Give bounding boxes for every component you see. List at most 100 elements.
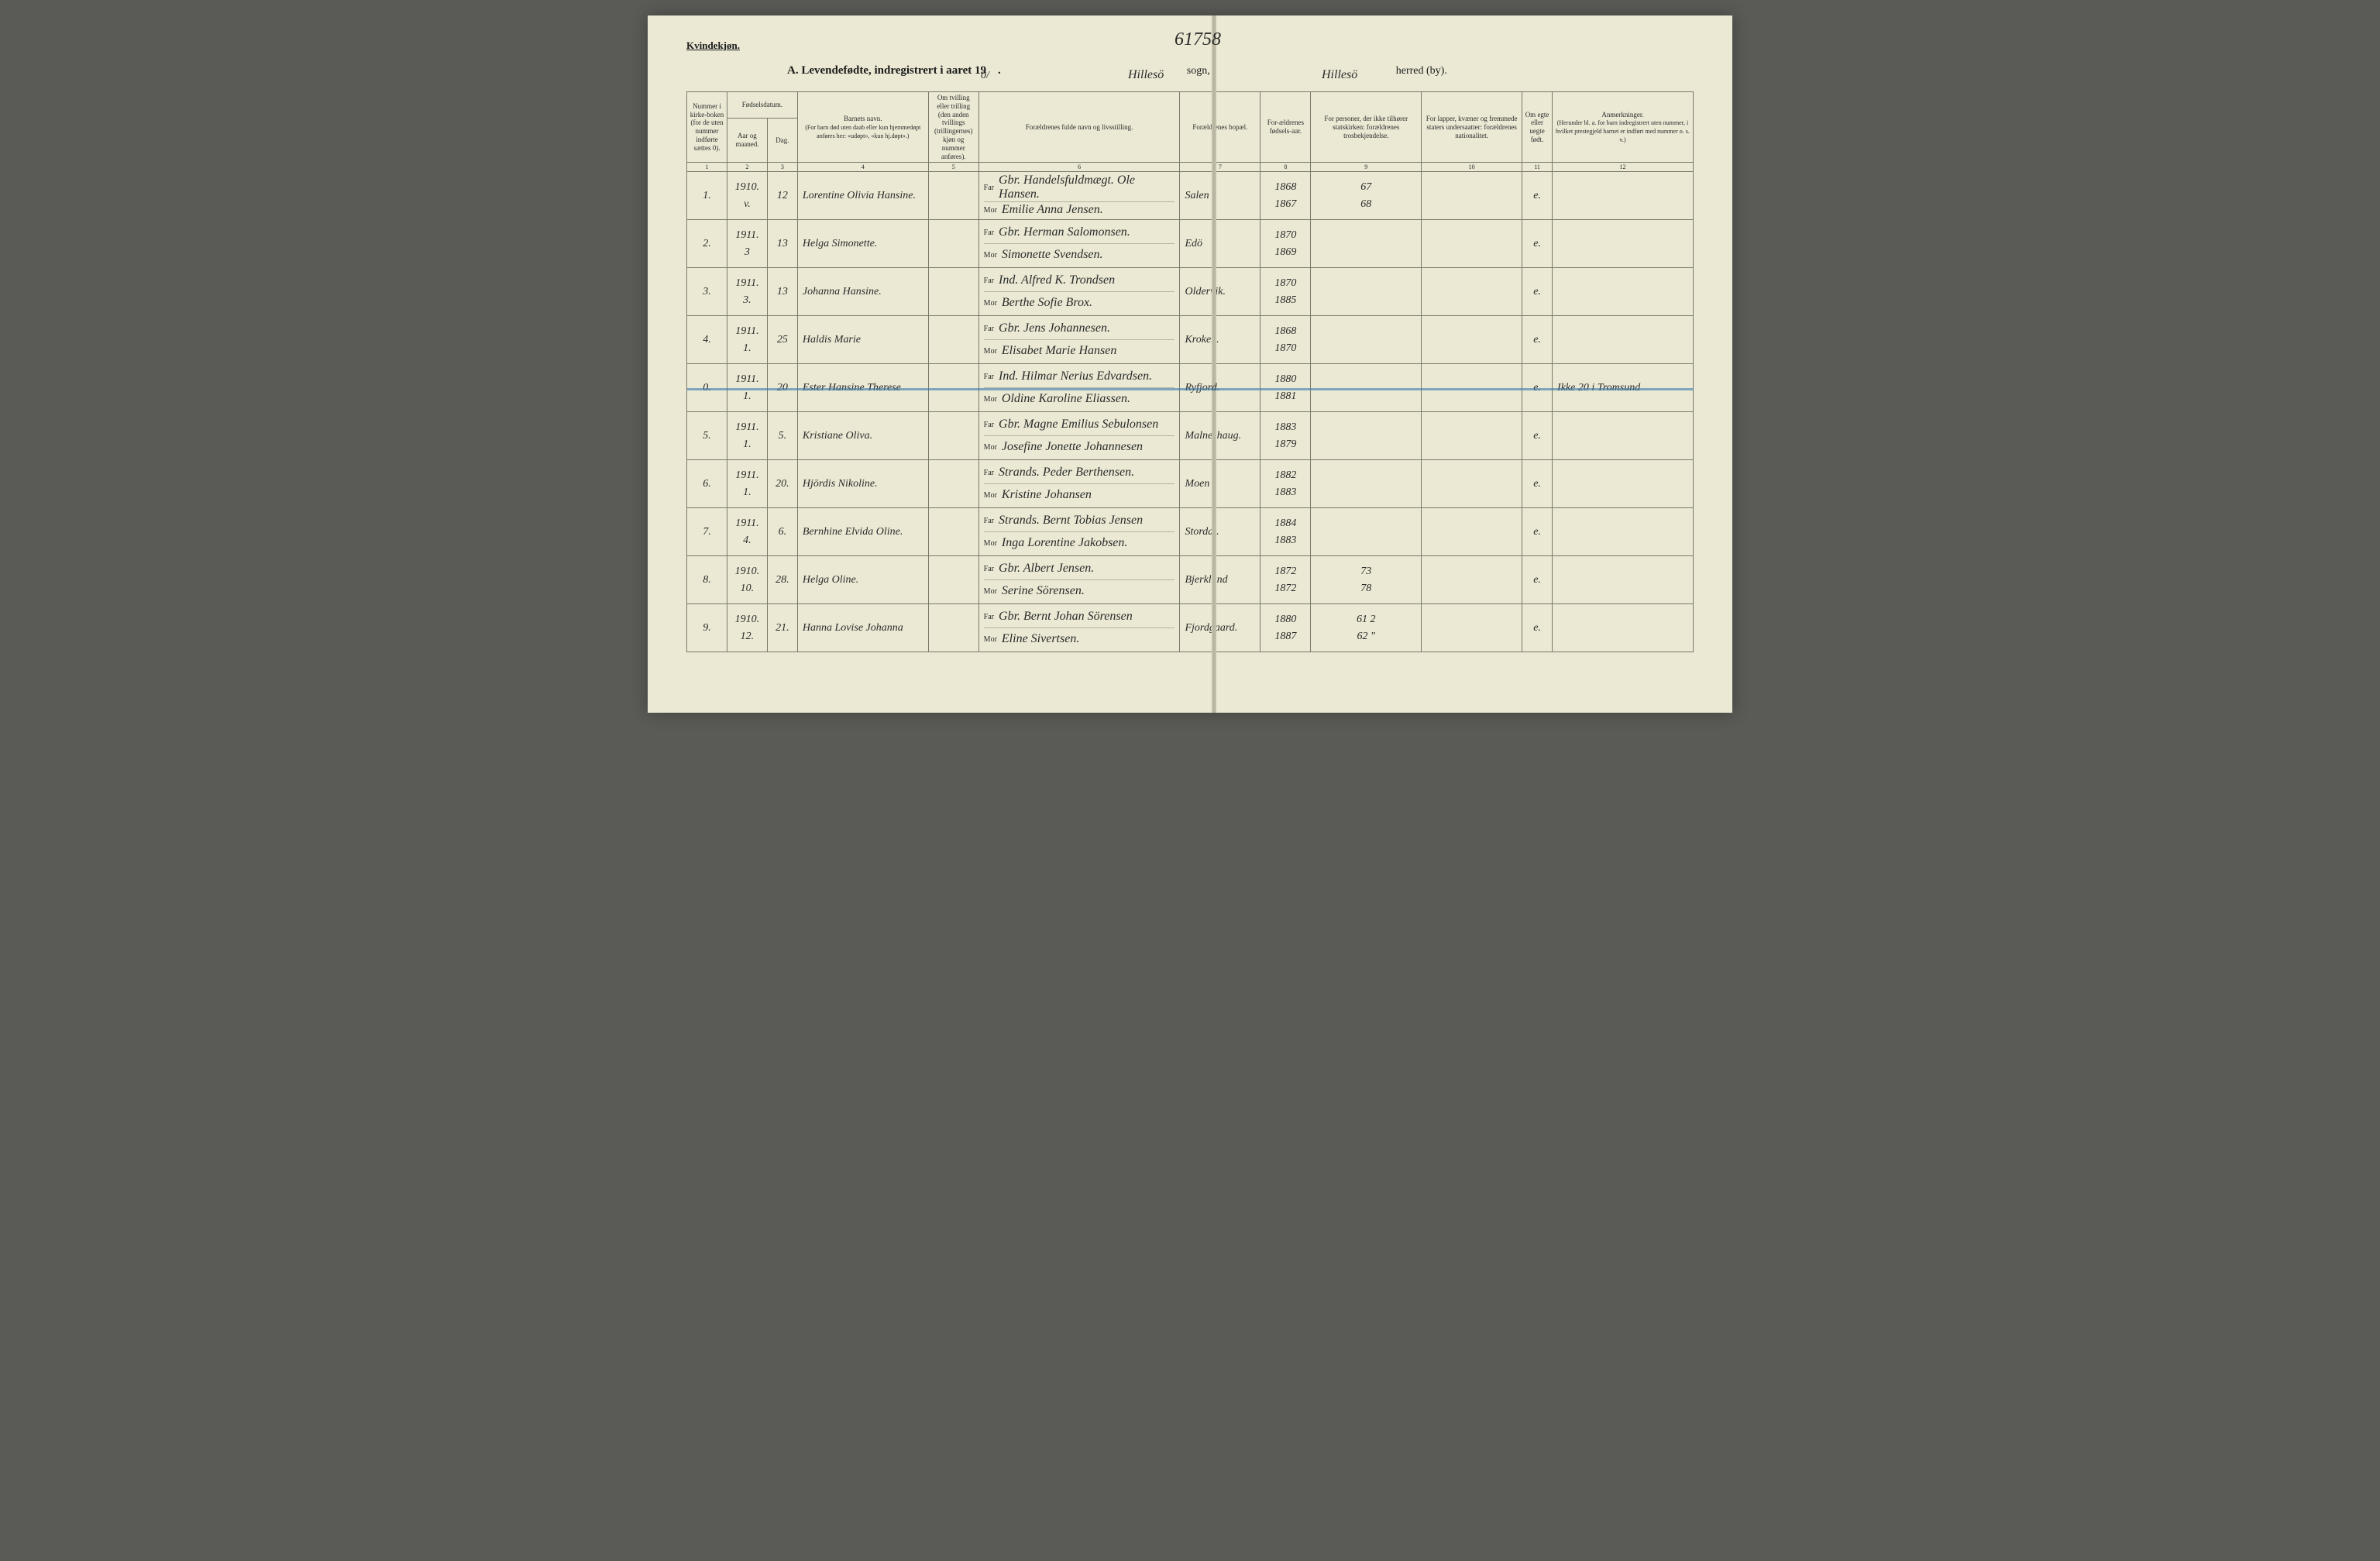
col1-header: Nummer i kirke-boken (for de uten nummer… <box>687 92 727 163</box>
religion-cell: 61 262 " <box>1311 604 1422 652</box>
religion-cell <box>1311 508 1422 556</box>
parents-cell: FarStrands. Peder Berthensen. MorKristin… <box>978 460 1180 508</box>
table-row: 0. 1911.1. 20 Ester Hansine Therese FarI… <box>687 364 1694 412</box>
legitimacy-cell: e. <box>1522 604 1553 652</box>
religion-cell <box>1311 316 1422 364</box>
parent-birth-years: 18821883 <box>1261 460 1311 508</box>
register-page: Kvindekjøn. 61758 Hillesö Hillesö 0/ A. … <box>648 15 1732 713</box>
col4-title: Barnets navn. <box>844 115 882 122</box>
colnum-2: 2 <box>727 163 767 172</box>
entry-number: 7. <box>687 508 727 556</box>
col2-header: Fødselsdatum. <box>727 92 797 119</box>
entry-number: 6. <box>687 460 727 508</box>
entry-day: 25 <box>767 316 797 364</box>
father-name: Gbr. Herman Salomonsen. <box>999 225 1130 239</box>
col4-note: (For barn død uten daab eller kun hjemme… <box>805 124 920 139</box>
residence: Kroken. <box>1180 316 1261 364</box>
child-name: Kristiane Oliva. <box>797 412 928 460</box>
parent-birth-years: 18701885 <box>1261 268 1311 316</box>
father-name: Ind. Alfred K. Trondsen <box>999 273 1115 287</box>
residence: Oldervik. <box>1180 268 1261 316</box>
parents-cell: FarInd. Hilmar Nerius Edvardsen. MorOldi… <box>978 364 1180 412</box>
father-name: Gbr. Bernt Johan Sörensen <box>999 610 1133 624</box>
entry-year-month: 1911.1. <box>727 316 767 364</box>
colnum-8: 8 <box>1261 163 1311 172</box>
year-handwritten: 0/ <box>981 70 989 82</box>
entry-year-month: 1911.3. <box>727 268 767 316</box>
column-number-row: 1 2 3 4 5 6 7 8 9 10 11 12 <box>687 163 1694 172</box>
legitimacy-cell: e. <box>1522 508 1553 556</box>
child-name: Johanna Hansine. <box>797 268 928 316</box>
entry-year-month: 1910.v. <box>727 172 767 220</box>
colnum-5: 5 <box>928 163 978 172</box>
colnum-6: 6 <box>978 163 1180 172</box>
mother-name: Serine Sörensen. <box>1002 584 1085 598</box>
entries-body: 1. 1910.v. 12 Lorentine Olivia Hansine. … <box>687 172 1694 652</box>
remarks-cell <box>1553 268 1694 316</box>
col6-header: Forældrenes fulde navn og livsstilling. <box>978 92 1180 163</box>
remarks-cell: Ikke 20 i Tromsund <box>1553 364 1694 412</box>
col4-header: Barnets navn. (For barn død uten daab el… <box>797 92 928 163</box>
parent-birth-years: 18701869 <box>1261 220 1311 268</box>
col2b-header: Dag. <box>767 119 797 163</box>
nationality-cell <box>1422 268 1522 316</box>
twin-cell <box>928 460 978 508</box>
entry-number: 3. <box>687 268 727 316</box>
remarks-cell <box>1553 604 1694 652</box>
mother-name: Oldine Karoline Eliassen. <box>1002 392 1130 406</box>
religion-cell: 7378 <box>1311 556 1422 604</box>
entry-day: 20. <box>767 460 797 508</box>
mother-name: Berthe Sofie Brox. <box>1002 296 1092 310</box>
entry-day: 13 <box>767 220 797 268</box>
entry-year-month: 1911.1. <box>727 364 767 412</box>
title-row: A. Levendefødte, indregistrert i aaret 1… <box>787 64 1694 77</box>
remarks-cell <box>1553 172 1694 220</box>
residence: Moen <box>1180 460 1261 508</box>
col12-header: Anmerkninger. (Herunder bl. a. for barn … <box>1553 92 1694 163</box>
child-name: Helga Simonette. <box>797 220 928 268</box>
entry-number: 4. <box>687 316 727 364</box>
table-row: 6. 1911.1. 20. Hjördis Nikoline. FarStra… <box>687 460 1694 508</box>
nationality-cell <box>1422 172 1522 220</box>
child-name: Hanna Lovise Johanna <box>797 604 928 652</box>
herred-handwritten: Hillesö <box>1322 68 1357 82</box>
mother-name: Kristine Johansen <box>1002 488 1092 502</box>
colnum-4: 4 <box>797 163 928 172</box>
col11-header: Om egte eller uegte født. <box>1522 92 1553 163</box>
mother-name: Josefine Jonette Johannesen <box>1002 440 1143 454</box>
remarks-cell <box>1553 508 1694 556</box>
entry-day: 12 <box>767 172 797 220</box>
table-row: 5. 1911.1. 5. Kristiane Oliva. FarGbr. M… <box>687 412 1694 460</box>
colnum-1: 1 <box>687 163 727 172</box>
residence: Stordal. <box>1180 508 1261 556</box>
parents-cell: FarGbr. Handelsfuldmægt. Ole Hansen. Mor… <box>978 172 1180 220</box>
mother-name: Emilie Anna Jensen. <box>1002 203 1103 217</box>
remarks-cell <box>1553 460 1694 508</box>
col8-header: For-ældrenes fødsels-aar. <box>1261 92 1311 163</box>
entry-year-month: 1910.10. <box>727 556 767 604</box>
sogn-label: sogn, <box>1187 65 1210 77</box>
twin-cell <box>928 556 978 604</box>
parents-cell: FarGbr. Herman Salomonsen. MorSimonette … <box>978 220 1180 268</box>
twin-cell <box>928 364 978 412</box>
child-name: Haldis Marie <box>797 316 928 364</box>
entry-day: 5. <box>767 412 797 460</box>
religion-cell <box>1311 220 1422 268</box>
religion-cell: 6768 <box>1311 172 1422 220</box>
child-name: Lorentine Olivia Hansine. <box>797 172 928 220</box>
twin-cell <box>928 412 978 460</box>
entry-year-month: 1911.1. <box>727 412 767 460</box>
entry-number: 5. <box>687 412 727 460</box>
parents-cell: FarInd. Alfred K. Trondsen MorBerthe Sof… <box>978 268 1180 316</box>
parent-birth-years: 18721872 <box>1261 556 1311 604</box>
legitimacy-cell: e. <box>1522 556 1553 604</box>
nationality-cell <box>1422 220 1522 268</box>
table-header: Nummer i kirke-boken (for de uten nummer… <box>687 92 1694 172</box>
residence: Bjerklund <box>1180 556 1261 604</box>
table-row: 9. 1910.12. 21. Hanna Lovise Johanna Far… <box>687 604 1694 652</box>
parents-cell: FarStrands. Bernt Tobias Jensen MorInga … <box>978 508 1180 556</box>
col7-header: Forældrenes bopæl. <box>1180 92 1261 163</box>
twin-cell <box>928 268 978 316</box>
child-name: Ester Hansine Therese <box>797 364 928 412</box>
colnum-11: 11 <box>1522 163 1553 172</box>
